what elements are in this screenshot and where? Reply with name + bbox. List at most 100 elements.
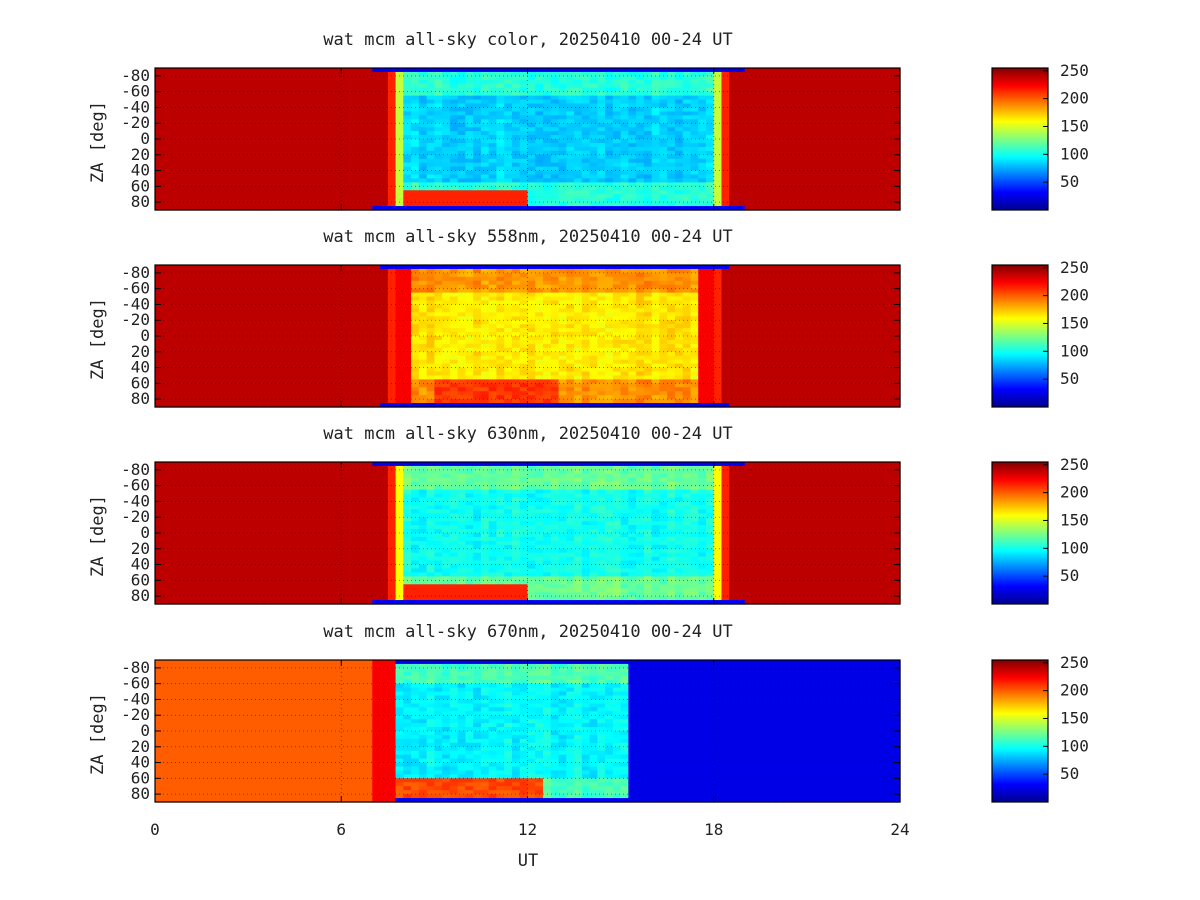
- heatmap-cell: [737, 68, 746, 73]
- heatmap-cell: [387, 383, 397, 388]
- heatmap-cell: [892, 68, 901, 73]
- heatmap-cell: [263, 292, 273, 298]
- heatmap-cell: [201, 166, 210, 172]
- heatmap-cell: [325, 391, 335, 396]
- heatmap-cell: [418, 280, 428, 286]
- heatmap-cell: [705, 202, 715, 207]
- heatmap-cell: [170, 91, 179, 97]
- heatmap-cell: [201, 194, 210, 199]
- heatmap-cell: [799, 162, 808, 168]
- heatmap-cell: [449, 146, 459, 152]
- heatmap-cell: [356, 71, 366, 77]
- heatmap-cell: [690, 170, 699, 176]
- heatmap-cell: [682, 150, 692, 156]
- heatmap-cell: [426, 182, 435, 187]
- heatmap-cell: [372, 166, 381, 172]
- heatmap-cell: [457, 170, 467, 176]
- heatmap-cell: [861, 174, 870, 180]
- heatmap-cell: [380, 170, 389, 176]
- heatmap-cell: [837, 182, 847, 187]
- heatmap-cell: [457, 320, 467, 325]
- heatmap-cell: [302, 68, 311, 73]
- heatmap-cell: [884, 111, 893, 116]
- heatmap-cell: [403, 292, 412, 298]
- heatmap-cell: [395, 265, 404, 270]
- heatmap-cell: [806, 174, 816, 180]
- heatmap-cell: [612, 103, 622, 109]
- heatmap-cell: [209, 178, 218, 183]
- heatmap-cell: [721, 83, 730, 89]
- heatmap-cell: [403, 332, 412, 337]
- heatmap-cell: [799, 146, 808, 152]
- heatmap-cell: [217, 166, 226, 172]
- heatmap-cell: [201, 300, 210, 306]
- heatmap-cell: [279, 336, 288, 341]
- heatmap-cell: [558, 135, 567, 140]
- heatmap-cell: [286, 103, 296, 109]
- heatmap-cell: [558, 83, 567, 89]
- heatmap-cell: [496, 162, 505, 168]
- heatmap-cell: [597, 166, 606, 172]
- heatmap-cell: [783, 115, 792, 120]
- heatmap-cell: [240, 284, 249, 290]
- heatmap-cell: [418, 99, 428, 105]
- y-tick-label: -80: [121, 66, 150, 85]
- heatmap-cell: [186, 332, 195, 337]
- heatmap-cell: [193, 95, 203, 101]
- heatmap-cell: [426, 71, 435, 77]
- heatmap-cell: [550, 198, 560, 203]
- heatmap-cell: [395, 139, 404, 144]
- heatmap-cell: [232, 206, 241, 211]
- heatmap-cell: [364, 83, 373, 89]
- heatmap-cell: [488, 182, 498, 187]
- heatmap-cell: [279, 71, 288, 77]
- heatmap-cell: [752, 75, 761, 81]
- heatmap-cell: [488, 142, 498, 148]
- heatmap-cell: [364, 351, 373, 357]
- heatmap-cell: [325, 131, 335, 136]
- heatmap-cell: [457, 186, 467, 191]
- heatmap-cell: [496, 142, 505, 148]
- heatmap-cell: [488, 71, 498, 77]
- heatmap-cell: [698, 194, 707, 199]
- heatmap-cell: [791, 154, 800, 160]
- heatmap-cell: [721, 190, 730, 195]
- heatmap-cell: [310, 359, 319, 365]
- heatmap-cell: [659, 68, 668, 73]
- heatmap-cell: [178, 99, 187, 105]
- heatmap-cell: [178, 399, 187, 404]
- heatmap-cell: [682, 123, 692, 128]
- heatmap-cell: [488, 190, 498, 195]
- heatmap-cell: [698, 119, 707, 124]
- heatmap-cell: [853, 198, 862, 203]
- heatmap-cell: [325, 158, 335, 164]
- heatmap-cell: [504, 87, 513, 93]
- heatmap-cell: [620, 158, 629, 164]
- heatmap-cell: [612, 194, 622, 199]
- heatmap-cell: [224, 399, 234, 404]
- heatmap-cell: [317, 123, 327, 128]
- heatmap-cell: [418, 375, 428, 380]
- heatmap-cell: [442, 280, 451, 286]
- heatmap-cell: [317, 347, 327, 353]
- heatmap-cell: [372, 379, 381, 384]
- heatmap-cell: [341, 103, 350, 109]
- heatmap-cell: [395, 202, 404, 207]
- heatmap-cell: [224, 320, 234, 325]
- heatmap-cell: [496, 154, 505, 160]
- heatmap-cell: [193, 123, 203, 128]
- heatmap-cell: [643, 103, 653, 109]
- heatmap-cell: [457, 284, 467, 290]
- heatmap-cell: [814, 111, 823, 116]
- heatmap-cell: [791, 95, 800, 101]
- heatmap-cell: [690, 135, 699, 140]
- heatmap-cell: [201, 391, 210, 396]
- heatmap-cell: [605, 162, 614, 168]
- heatmap-cell: [426, 91, 435, 97]
- heatmap-cell: [581, 119, 591, 124]
- heatmap-cell: [170, 272, 179, 278]
- heatmap-cell: [597, 174, 606, 180]
- heatmap-cell: [209, 324, 218, 329]
- heatmap-cell: [527, 194, 536, 199]
- heatmap-cell: [449, 178, 459, 183]
